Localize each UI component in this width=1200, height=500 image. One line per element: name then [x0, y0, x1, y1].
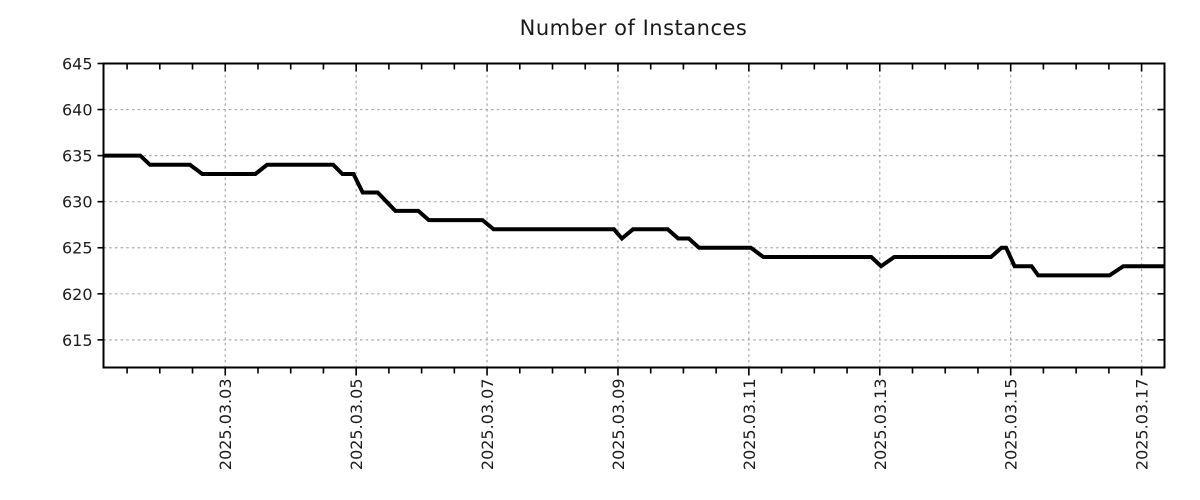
x-tick-label: 2025.03.03 — [216, 379, 235, 471]
y-tick-label: 640 — [62, 101, 93, 120]
plot-frame — [102, 62, 1166, 369]
x-tick-label: 2025.03.13 — [871, 379, 890, 471]
y-tick-label: 620 — [62, 285, 93, 304]
y-tick-label: 615 — [62, 331, 93, 350]
x-tick-label: 2025.03.11 — [740, 379, 759, 471]
chart-title: Number of Instances — [519, 16, 748, 40]
y-tick-label: 630 — [62, 193, 93, 212]
x-tick-label: 2025.03.17 — [1133, 379, 1152, 471]
x-tick-label: 2025.03.15 — [1002, 379, 1021, 471]
x-tick-label: 2025.03.07 — [478, 379, 497, 471]
x-tick-label: 2025.03.05 — [347, 379, 366, 471]
x-tick-label: 2025.03.09 — [609, 379, 628, 471]
series-line — [103, 153, 1165, 278]
y-tick-label: 645 — [62, 55, 93, 74]
y-tick-label: 635 — [62, 147, 93, 166]
y-tick-label: 625 — [62, 239, 93, 258]
